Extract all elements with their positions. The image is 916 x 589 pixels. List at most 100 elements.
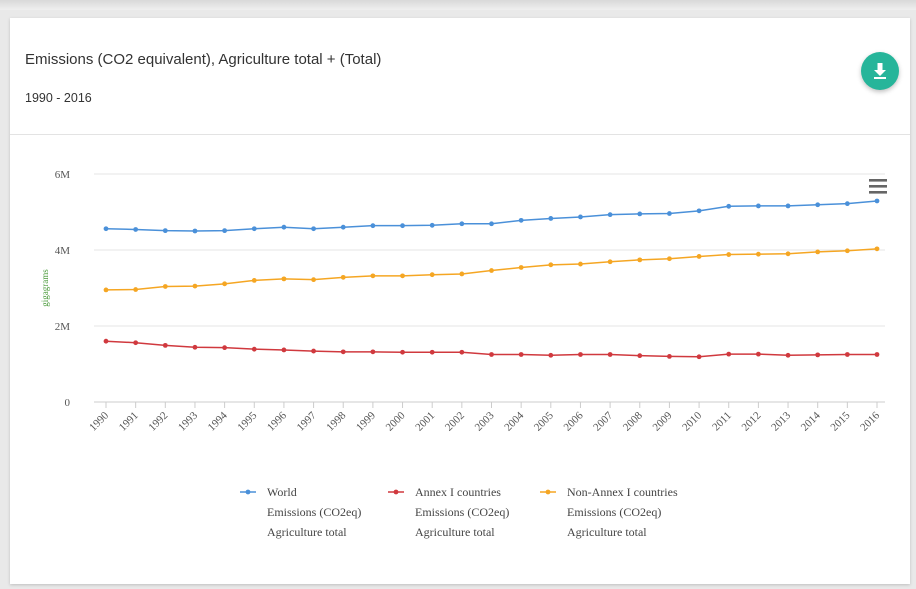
data-point bbox=[252, 347, 257, 352]
data-point bbox=[370, 223, 375, 228]
data-point bbox=[311, 349, 316, 354]
data-point bbox=[845, 201, 850, 206]
data-point bbox=[637, 353, 642, 358]
data-point bbox=[222, 281, 227, 286]
legend-label: World bbox=[267, 485, 297, 499]
series-annex-i-countries bbox=[104, 339, 880, 359]
data-point bbox=[459, 272, 464, 277]
chart-card: Emissions (CO2 equivalent), Agriculture … bbox=[10, 18, 910, 584]
data-point bbox=[282, 348, 287, 353]
data-point bbox=[489, 221, 494, 226]
data-point bbox=[578, 352, 583, 357]
data-point bbox=[370, 273, 375, 278]
data-point bbox=[489, 268, 494, 273]
data-point bbox=[222, 345, 227, 350]
x-tick-label: 1995 bbox=[235, 409, 259, 433]
data-point bbox=[548, 353, 553, 358]
data-point bbox=[608, 352, 613, 357]
data-point bbox=[252, 226, 257, 231]
x-tick-label: 2016 bbox=[858, 409, 882, 433]
data-point bbox=[726, 352, 731, 357]
data-point bbox=[845, 352, 850, 357]
data-point bbox=[311, 277, 316, 282]
data-point bbox=[193, 229, 198, 234]
series-line bbox=[106, 201, 877, 231]
legend-item: Annex I countriesEmissions (CO2eq)Agricu… bbox=[388, 485, 509, 539]
x-tick-label: 2006 bbox=[562, 409, 586, 433]
x-tick-label: 2005 bbox=[532, 409, 556, 433]
x-tick-label: 2007 bbox=[591, 409, 615, 433]
data-point bbox=[697, 354, 702, 359]
x-tick-label: 2002 bbox=[443, 410, 467, 434]
x-tick-label: 2013 bbox=[769, 409, 793, 433]
data-point bbox=[193, 284, 198, 289]
data-point bbox=[726, 204, 731, 209]
data-point bbox=[133, 340, 138, 345]
legend-label: Non-Annex I countries bbox=[567, 485, 678, 499]
legend-label: Agriculture total bbox=[267, 525, 347, 539]
data-point bbox=[400, 223, 405, 228]
y-tick-label: 4M bbox=[55, 245, 71, 257]
y-tick-label: 0 bbox=[65, 397, 71, 409]
legend-item: Non-Annex I countriesEmissions (CO2eq)Ag… bbox=[540, 485, 678, 539]
data-point bbox=[370, 349, 375, 354]
x-tick-label: 2010 bbox=[680, 409, 704, 433]
data-point bbox=[163, 284, 168, 289]
data-point bbox=[875, 352, 880, 357]
data-point bbox=[519, 352, 524, 357]
data-point bbox=[667, 354, 672, 359]
data-point bbox=[400, 273, 405, 278]
legend-item: World Emissions (CO2eq) Agriculture total bbox=[240, 485, 361, 539]
x-tick-label: 2011 bbox=[710, 410, 734, 434]
data-point bbox=[104, 288, 109, 293]
data-point bbox=[430, 223, 435, 228]
x-tick-label: 1990 bbox=[87, 409, 111, 433]
data-point bbox=[282, 225, 287, 230]
x-tick-label: 1999 bbox=[354, 409, 378, 433]
data-point bbox=[519, 218, 524, 223]
data-point bbox=[163, 343, 168, 348]
data-point bbox=[193, 345, 198, 350]
x-tick-label: 1994 bbox=[206, 409, 230, 433]
data-point bbox=[667, 256, 672, 261]
legend-label: Emissions (CO2eq) bbox=[415, 505, 509, 519]
series-non-annex-i-countries bbox=[104, 246, 880, 292]
data-point bbox=[697, 254, 702, 259]
x-tick-label: 2001 bbox=[413, 410, 437, 434]
chart-menu-icon[interactable] bbox=[865, 175, 891, 197]
data-point bbox=[875, 246, 880, 251]
data-point bbox=[637, 257, 642, 262]
data-point bbox=[578, 215, 583, 220]
x-tick-label: 1992 bbox=[146, 410, 170, 434]
legend-label: Annex I countries bbox=[415, 485, 501, 499]
x-tick-label: 1991 bbox=[117, 410, 141, 434]
legend-marker bbox=[246, 490, 251, 495]
x-tick-label: 2008 bbox=[621, 409, 645, 433]
x-tick-label: 2003 bbox=[473, 409, 497, 433]
data-point bbox=[222, 228, 227, 233]
legend-label: Emissions (CO2eq) bbox=[267, 505, 361, 519]
y-tick-label: 6M bbox=[55, 169, 71, 181]
data-point bbox=[519, 265, 524, 270]
data-point bbox=[548, 216, 553, 221]
data-point bbox=[786, 251, 791, 256]
data-point bbox=[667, 211, 672, 216]
data-point bbox=[756, 352, 761, 357]
data-point bbox=[815, 250, 820, 255]
x-tick-label: 1996 bbox=[265, 409, 289, 433]
data-point bbox=[786, 353, 791, 358]
data-point bbox=[459, 350, 464, 355]
data-point bbox=[756, 252, 761, 257]
x-tick-label: 2009 bbox=[651, 409, 675, 433]
data-point bbox=[341, 349, 346, 354]
data-point bbox=[608, 259, 613, 264]
data-point bbox=[163, 228, 168, 233]
data-point bbox=[578, 262, 583, 267]
series-world bbox=[104, 199, 880, 234]
y-axis-label: gigagrams bbox=[40, 269, 50, 307]
legend-marker bbox=[394, 490, 399, 495]
data-point bbox=[430, 272, 435, 277]
x-tick-label: 2012 bbox=[739, 410, 763, 434]
data-point bbox=[104, 226, 109, 231]
